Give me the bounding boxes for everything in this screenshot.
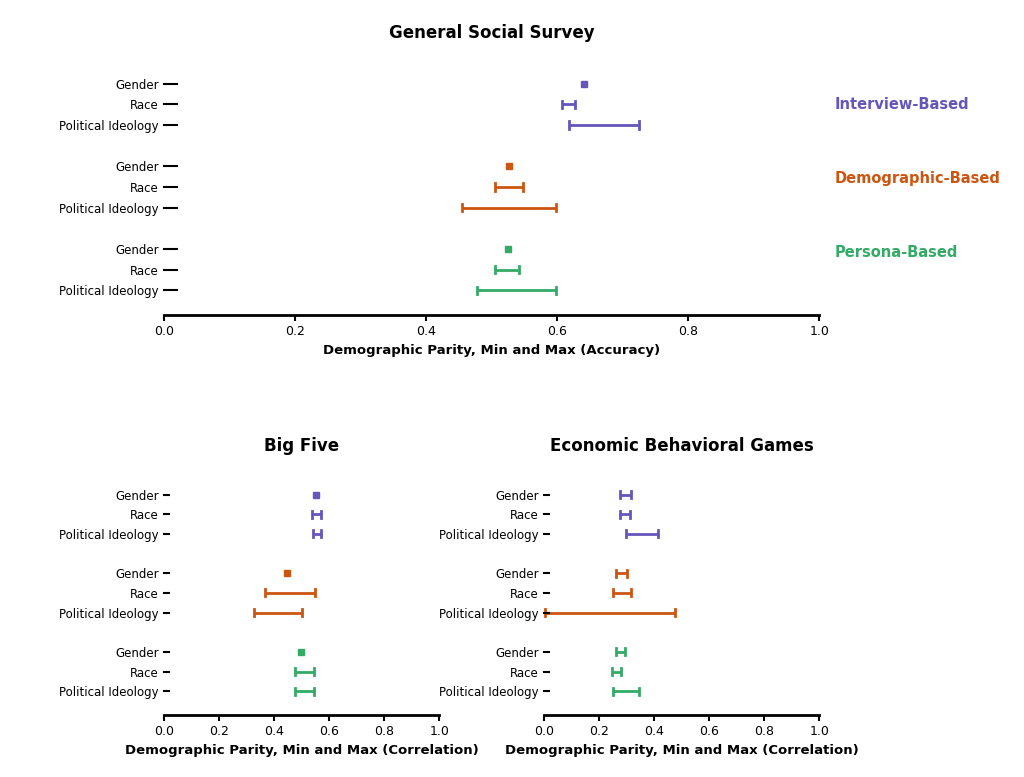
X-axis label: Demographic Parity, Min and Max (Correlation): Demographic Parity, Min and Max (Correla… [505,744,858,757]
Text: Persona-Based: Persona-Based [835,245,957,260]
X-axis label: Demographic Parity, Min and Max (Accuracy): Demographic Parity, Min and Max (Accurac… [323,344,660,357]
Title: Big Five: Big Five [264,437,339,455]
Text: Demographic-Based: Demographic-Based [835,171,1000,186]
Title: General Social Survey: General Social Survey [389,24,594,42]
Text: Interview-Based: Interview-Based [835,97,969,113]
Title: Economic Behavioral Games: Economic Behavioral Games [550,437,813,455]
X-axis label: Demographic Parity, Min and Max (Correlation): Demographic Parity, Min and Max (Correla… [125,744,478,757]
